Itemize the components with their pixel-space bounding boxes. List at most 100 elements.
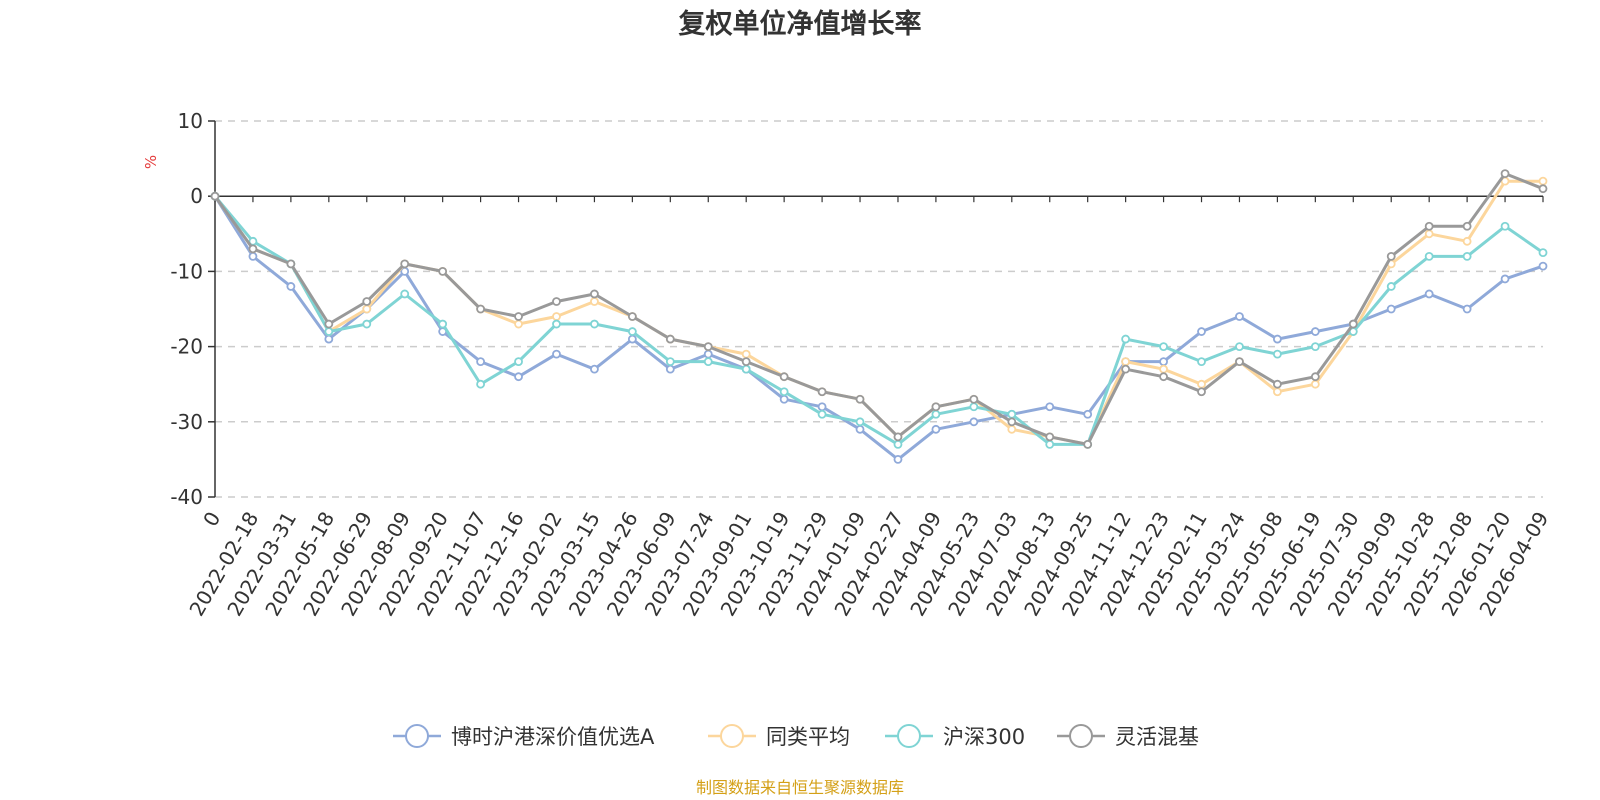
series-0-point — [1462, 304, 1472, 314]
series-3-point — [1007, 417, 1017, 427]
series-3-point — [779, 372, 789, 382]
series-3-point — [1462, 221, 1472, 231]
series-0-point — [1310, 327, 1320, 336]
series-2-point — [1538, 248, 1548, 258]
series-1-point — [741, 349, 751, 359]
series-2-point — [1007, 409, 1017, 419]
series-0-point — [1538, 261, 1548, 271]
series-line-3 — [213, 172, 1544, 446]
legend-label: 灵活混基 — [1115, 725, 1199, 749]
legend-item-2[interactable]: 沪深300 — [885, 724, 1025, 749]
series-3-point — [1121, 364, 1131, 374]
series-0-point — [627, 334, 637, 344]
series-3-point — [324, 319, 334, 329]
legend-item-1[interactable]: 同类平均 — [708, 724, 850, 749]
series-2-point — [514, 357, 523, 367]
series-0-point — [248, 251, 258, 261]
series-2-point — [590, 319, 599, 329]
series-3-point — [1273, 379, 1282, 389]
series-2-point — [1462, 251, 1472, 261]
y-tick-label: -30 — [170, 410, 203, 434]
series-0-point — [893, 454, 903, 464]
y-tick-label: -40 — [170, 485, 203, 509]
series-3-point — [1348, 319, 1358, 329]
y-tick-label: -20 — [170, 335, 203, 359]
series-2-point — [552, 319, 561, 329]
series-3-point — [1310, 372, 1320, 382]
series-3-point — [1500, 169, 1510, 179]
series-0-point — [1500, 274, 1510, 284]
series-0-point — [969, 417, 979, 427]
series-3-point — [1045, 432, 1055, 442]
series-3-point — [1197, 387, 1206, 397]
series-2-point — [1235, 342, 1244, 352]
y-tick-label: -10 — [170, 259, 203, 283]
series-2-point — [1273, 349, 1282, 359]
chart-title: 复权单位净值增长率 — [679, 8, 922, 40]
series-1-point — [1310, 379, 1320, 389]
series-2-point — [703, 357, 713, 367]
series-2-point — [855, 417, 865, 427]
series-1-point — [1538, 176, 1548, 186]
series-3-point — [627, 312, 637, 321]
series-3-point — [590, 289, 599, 299]
series-1-point — [1197, 379, 1206, 389]
series-0-point — [476, 357, 486, 367]
legend-swatch-circle — [1069, 724, 1093, 748]
series-3-point — [817, 387, 827, 397]
series-0-point — [665, 364, 675, 374]
series-3-point — [931, 402, 941, 412]
source-note: 制图数据来自恒生聚源数据库 — [696, 778, 904, 797]
series-3-point — [1386, 251, 1396, 261]
series-1-point — [1424, 229, 1434, 239]
series-0-point — [1197, 327, 1206, 336]
series-2-point — [931, 409, 941, 419]
series-3-point — [1235, 357, 1244, 367]
legend: 博时沪港深价值优选A 同类平均 沪深300 灵活混基 — [393, 724, 1199, 749]
legend-item-3[interactable]: 灵活混基 — [1057, 724, 1199, 749]
series-3-point — [703, 342, 713, 352]
series-3-point — [362, 297, 372, 306]
series-2-point — [817, 409, 827, 419]
series-2-point — [324, 327, 334, 336]
series-3-point — [286, 259, 296, 269]
series-0-point — [1083, 409, 1093, 419]
series-1-point — [1121, 357, 1131, 367]
series-2-point — [476, 379, 486, 389]
series-0-point — [855, 424, 865, 434]
legend-swatch-circle — [897, 724, 921, 748]
series-3-point — [1083, 439, 1093, 449]
series-0-point — [514, 372, 523, 382]
legend-swatch-circle — [720, 724, 744, 748]
series-3-point — [969, 394, 979, 404]
legend-item-0[interactable]: 博时沪港深价值优选A — [393, 724, 655, 749]
axis-layer: 100-10-20-30-4002022-02-182022-03-312022… — [170, 109, 1553, 620]
series-1-point — [1159, 364, 1168, 374]
series-3-point — [855, 394, 865, 404]
series-2-point — [438, 319, 448, 329]
legend-swatch-circle — [405, 724, 429, 748]
series-2-point — [627, 327, 637, 336]
legend-label: 同类平均 — [766, 725, 850, 749]
series-0-point — [1235, 312, 1244, 321]
series-0-point — [1424, 289, 1434, 299]
series-0-point — [931, 424, 941, 434]
series-3-point — [665, 334, 675, 344]
series-2-point — [1121, 334, 1131, 344]
series-0-point — [324, 334, 334, 344]
series-1-point — [1007, 424, 1017, 434]
series-2-point — [1159, 342, 1168, 352]
series-1-point — [514, 319, 523, 329]
series-2-point — [741, 364, 751, 374]
grid-layer — [215, 120, 1543, 498]
series-0-point — [1045, 402, 1055, 412]
series-3-point — [438, 266, 448, 276]
series-line-2 — [213, 195, 1544, 446]
legend-label: 博时沪港深价值优选A — [451, 725, 655, 749]
series-2-point — [1045, 439, 1055, 449]
series-3-point — [248, 244, 258, 254]
series-2-point — [1500, 221, 1510, 231]
series-3-point — [893, 432, 903, 442]
series-0-point — [286, 282, 296, 291]
